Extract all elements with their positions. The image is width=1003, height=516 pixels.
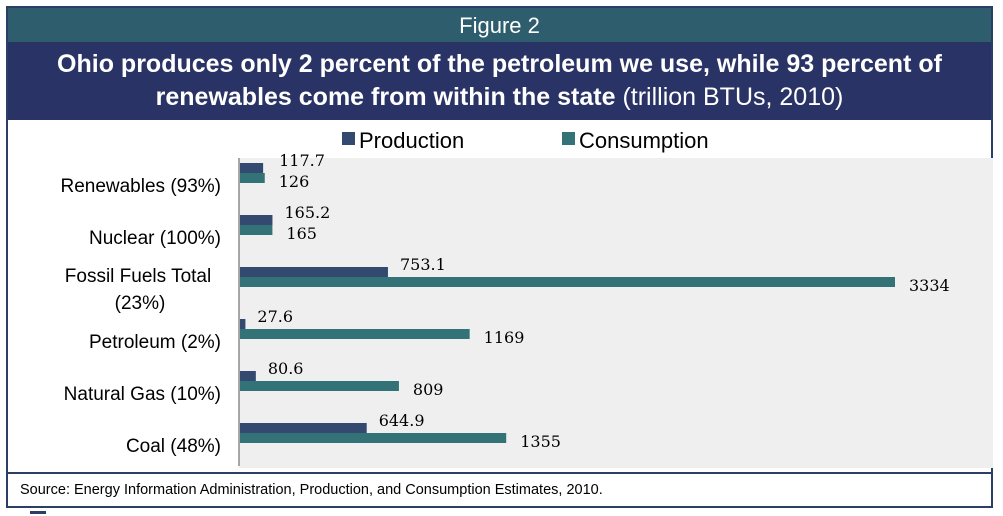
data-label-production: 753.1 — [400, 255, 446, 274]
bar-production — [240, 215, 273, 225]
data-label-production: 644.9 — [379, 411, 425, 430]
data-label-consumption: 1169 — [484, 328, 525, 347]
bar-consumption — [240, 173, 265, 183]
data-label-consumption: 3334 — [909, 276, 950, 295]
bar-consumption — [240, 277, 895, 287]
data-label-consumption: 1355 — [520, 432, 561, 451]
bar-production — [240, 163, 264, 173]
category-label: Petroleum (2%) — [89, 332, 221, 353]
bars — [240, 163, 895, 443]
category-label: Fossil Fuels Total — [65, 266, 211, 287]
bar-production — [240, 423, 367, 433]
legend-label-consumption: Consumption — [579, 128, 709, 153]
data-label-production: 80.6 — [268, 359, 304, 378]
legend-swatch-production — [342, 132, 355, 145]
chart-title-units: (trillion BTUs, 2010) — [622, 83, 844, 111]
data-label-consumption: 809 — [413, 380, 444, 399]
source-divider — [8, 472, 991, 474]
legend-swatch-consumption — [562, 132, 575, 145]
bar-consumption — [240, 381, 399, 391]
category-label: Coal (48%) — [126, 436, 221, 457]
bar-production — [240, 319, 246, 329]
bar-production — [240, 267, 388, 277]
data-label-consumption: 126 — [279, 172, 310, 191]
legend-label-production: Production — [359, 128, 464, 153]
category-labels: Renewables (93%) Nuclear (100%) Fossil Fue… — [60, 176, 221, 457]
category-label: (23%) — [115, 293, 166, 314]
plot-area — [239, 158, 993, 468]
data-label-production: 165.2 — [284, 203, 330, 222]
bar-production — [240, 371, 256, 381]
figure-label: Figure 2 — [8, 8, 991, 42]
corner-mark — [30, 511, 46, 514]
chart-title: Ohio produces only 2 percent of the petr… — [8, 42, 991, 120]
data-label-consumption: 165 — [286, 224, 317, 243]
bar-consumption — [240, 329, 470, 339]
bar-consumption — [240, 433, 507, 443]
legend: Production Consumption — [342, 128, 709, 153]
data-label-production: 27.6 — [257, 307, 293, 326]
source-note: Source: Energy Information Administratio… — [20, 482, 603, 498]
data-label-production: 117.7 — [279, 151, 325, 170]
category-label: Natural Gas (10%) — [64, 384, 221, 405]
category-label: Renewables (93%) — [60, 176, 221, 197]
category-label: Nuclear (100%) — [89, 228, 221, 249]
data-labels: 117.7 126 165.2 165 753.1 3334 27.6 1169 80.6 809… — [257, 151, 949, 451]
bar-consumption — [240, 225, 273, 235]
chart-title-main: Ohio produces only 2 percent of the petr… — [57, 50, 942, 111]
